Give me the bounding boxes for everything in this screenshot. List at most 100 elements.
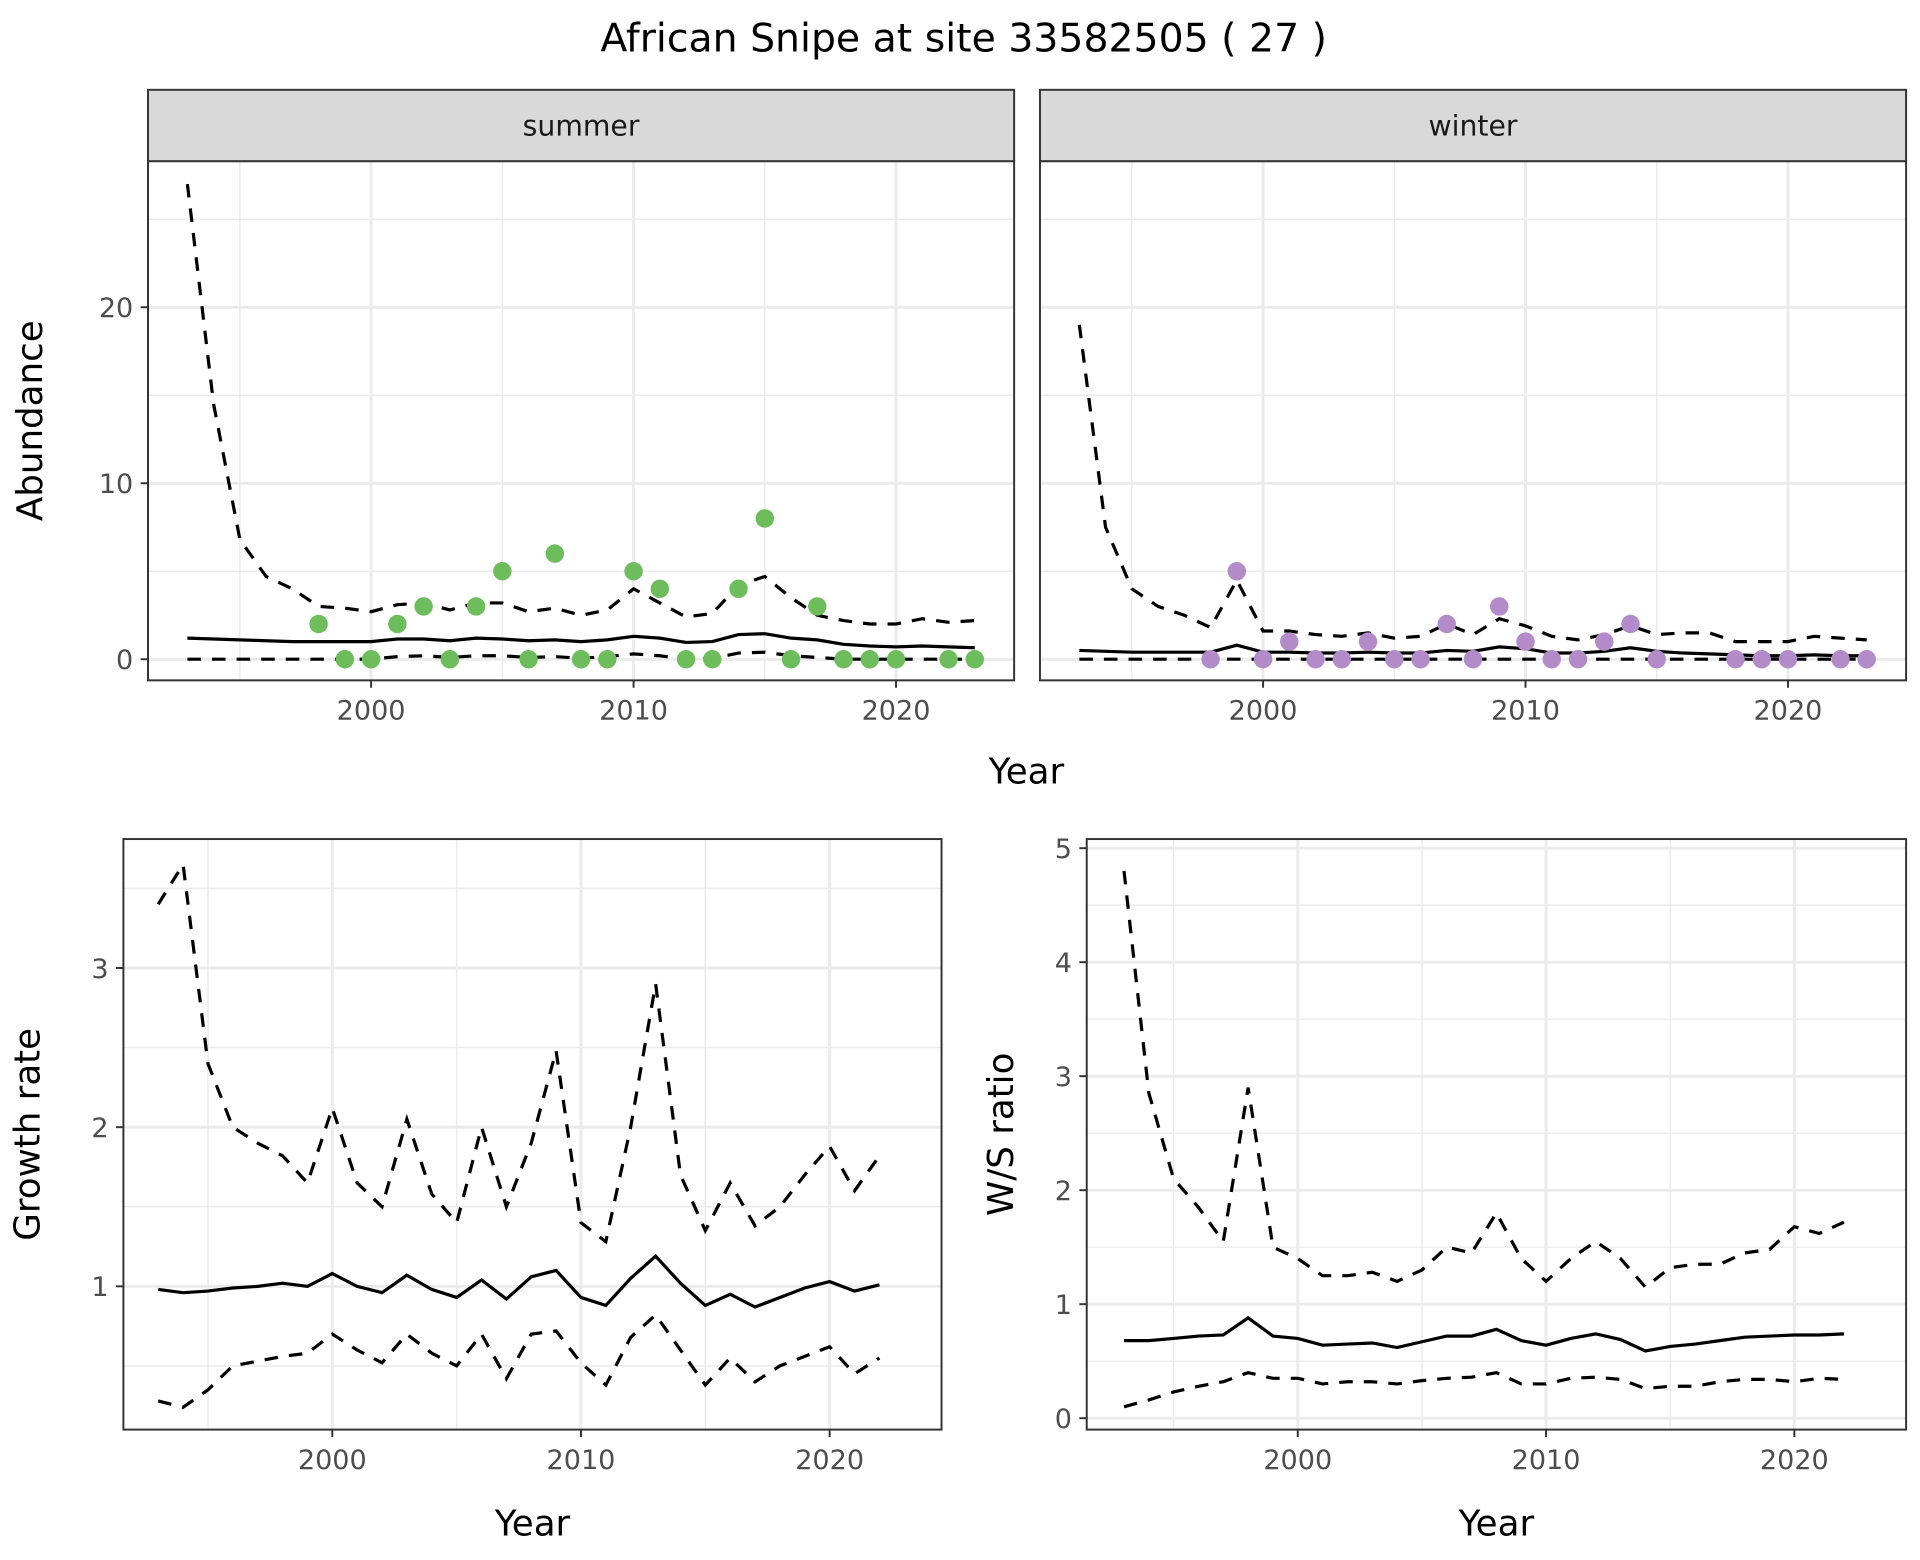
data-point [519,650,538,669]
data-point [1516,632,1535,651]
data-point [388,614,407,634]
facet-label: winter [1429,109,1518,142]
lower-bound-line [157,1312,881,1410]
data-point [545,544,565,563]
y-tick-label: 20 [99,293,133,324]
data-point [1358,632,1378,651]
data-point [414,597,433,616]
x-tick-label: 2020 [862,696,931,727]
x-tick-label: 2000 [298,1445,367,1476]
data-point [1280,632,1299,651]
data-point [1647,650,1666,669]
x-tick-label: 2020 [1754,696,1823,727]
y-tick-label: 3 [91,954,108,985]
data-point [1595,632,1614,651]
data-point [1201,650,1220,669]
data-point [860,650,880,669]
x-tick-label: 2010 [1512,1445,1581,1476]
data-point [676,650,696,669]
mean-line [187,632,975,650]
panel-summer: summer 2000 2010 2020 0 10 20 Abundance [10,88,1016,727]
upper-bound-line [1077,324,1867,644]
y-tick-label: 2 [91,1113,108,1144]
plot-background [1039,161,1907,681]
data-point [755,509,775,528]
data-point [1385,650,1404,669]
data-point [1542,650,1561,669]
x-axis-label: Year [988,752,1065,793]
upper-bound-line [185,183,975,626]
panel-border [1085,838,1908,1431]
data-point [440,650,460,669]
data-point [1463,650,1483,669]
chart-title: African Snipe at site 33582505 ( 27 ) [600,16,1327,62]
data-point [834,650,853,669]
data-point [1437,614,1457,634]
data-point [1332,650,1352,669]
data-point [1831,650,1850,669]
data-point [1490,597,1509,616]
x-tick-label: 2020 [1760,1445,1829,1476]
x-tick-label: 2020 [795,1445,864,1476]
data-point [624,562,643,581]
x-tick-label: 2000 [1263,1445,1332,1476]
x-tick-label: 2010 [599,696,668,727]
mean-line [1123,1315,1845,1353]
data-point [466,597,486,616]
y-tick-label: 5 [1055,834,1072,865]
data-point [703,650,722,669]
data-point [1411,650,1430,669]
plot-background [1086,839,1907,1430]
y-axis-label: Abundance [10,320,51,521]
data-point [335,650,355,669]
data-point [650,579,670,599]
panel-w-s-ratio: 2000 2010 2020 0 1 2 3 4 5 W/S ratio Year [981,834,1908,1544]
mean-line [158,1253,880,1309]
panel-border [122,838,943,1431]
data-point [1752,650,1771,669]
data-point [965,650,984,669]
data-point [1857,650,1876,669]
data-point [1778,650,1798,669]
facet-label: summer [523,109,640,142]
plot-background [148,161,1015,681]
x-axis-label: Year [1458,1503,1535,1544]
data-point [1621,614,1640,634]
x-tick-label: 2010 [1491,696,1560,727]
data-point [493,562,512,581]
y-tick-label: 2 [1055,1176,1072,1207]
data-point [1726,650,1745,669]
y-axis-label: Growth rate [8,1028,49,1241]
data-point [939,650,958,669]
facet-strip [147,88,1016,163]
data-point [1227,562,1247,581]
data-point [361,650,381,669]
y-tick-label: 1 [1055,1290,1072,1321]
x-tick-label: 2000 [1229,696,1298,727]
x-tick-label: 2010 [547,1445,616,1476]
panel-growth-rate: 2000 2010 2020 1 2 3 Growth rate Year [8,838,943,1544]
data-point [309,614,328,634]
data-point [781,650,801,669]
y-tick-label: 4 [1055,948,1072,979]
y-tick-label: 0 [116,645,133,676]
data-point [1253,650,1273,669]
data-point [1568,650,1588,669]
data-point [598,650,617,669]
data-point [729,579,748,599]
data-point [1306,650,1325,669]
data-point [886,650,906,669]
y-tick-label: 0 [1055,1404,1072,1435]
y-tick-label: 1 [91,1272,108,1303]
upper-bound-line [1122,870,1845,1290]
lower-bound-line [1123,1370,1845,1409]
x-tick-label: 2000 [337,696,406,727]
facet-strip [1038,88,1908,163]
data-point [808,597,827,616]
y-axis-label: W/S ratio [981,1053,1022,1216]
y-tick-label: 10 [99,469,133,500]
y-tick-label: 3 [1055,1062,1072,1093]
panel-winter: winter 2000 2010 2020 [1038,88,1908,727]
data-point [571,650,591,669]
